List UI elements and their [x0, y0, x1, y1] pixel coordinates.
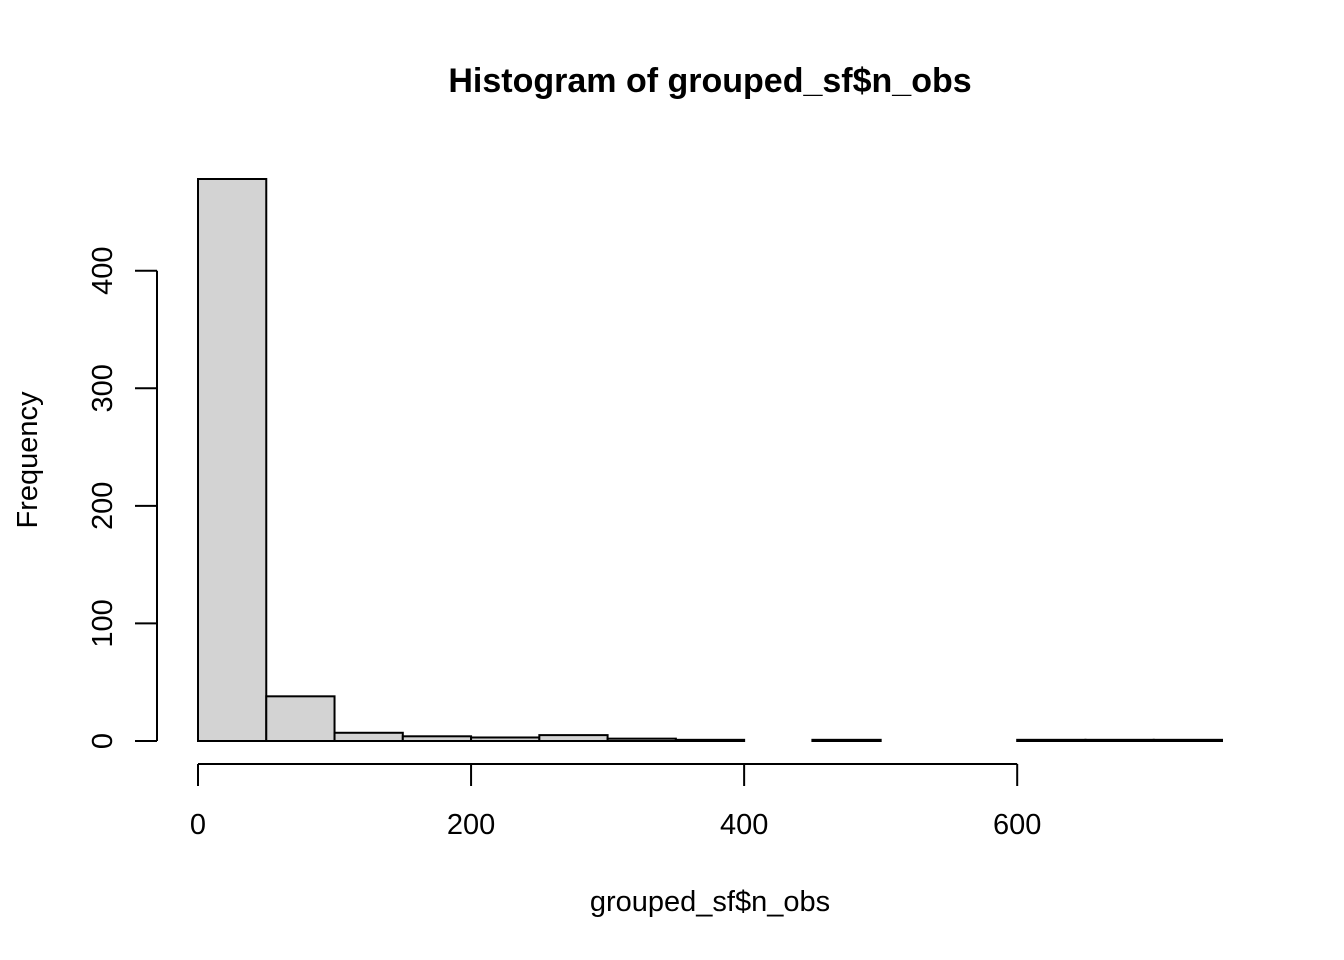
y-tick-label: 0: [87, 733, 119, 749]
x-axis-label: grouped_sf$n_obs: [590, 886, 830, 918]
y-axis-label: Frequency: [12, 391, 44, 529]
histogram-bar: [606, 737, 677, 743]
x-tick-label: 400: [720, 809, 768, 841]
chart-title: Histogram of grouped_sf$n_obs: [448, 62, 971, 100]
y-tick-label: 300: [87, 364, 119, 412]
x-tick-label: 600: [993, 809, 1041, 841]
histogram-bar: [401, 735, 473, 742]
histogram-bar: [265, 695, 336, 743]
x-tick-label: 200: [447, 809, 495, 841]
histogram-bar: [333, 731, 404, 743]
y-tick-label: 200: [87, 482, 119, 530]
histogram-bar: [811, 738, 882, 743]
histogram-bar: [674, 738, 746, 743]
histogram-bar: [197, 178, 268, 742]
x-axis: 0 200 400 600: [190, 763, 1041, 841]
y-tick-label: 100: [87, 599, 119, 647]
histogram-bar: [1084, 738, 1155, 743]
bars-layer: [197, 178, 1223, 743]
histogram-bar: [1152, 738, 1223, 743]
histogram-bar: [538, 734, 609, 742]
histogram-bar: [1016, 738, 1087, 743]
y-axis: 0 100 200 300 400: [87, 247, 158, 749]
histogram-bar: [470, 736, 541, 742]
y-tick-label: 400: [87, 247, 119, 295]
x-tick-label: 0: [190, 809, 206, 841]
